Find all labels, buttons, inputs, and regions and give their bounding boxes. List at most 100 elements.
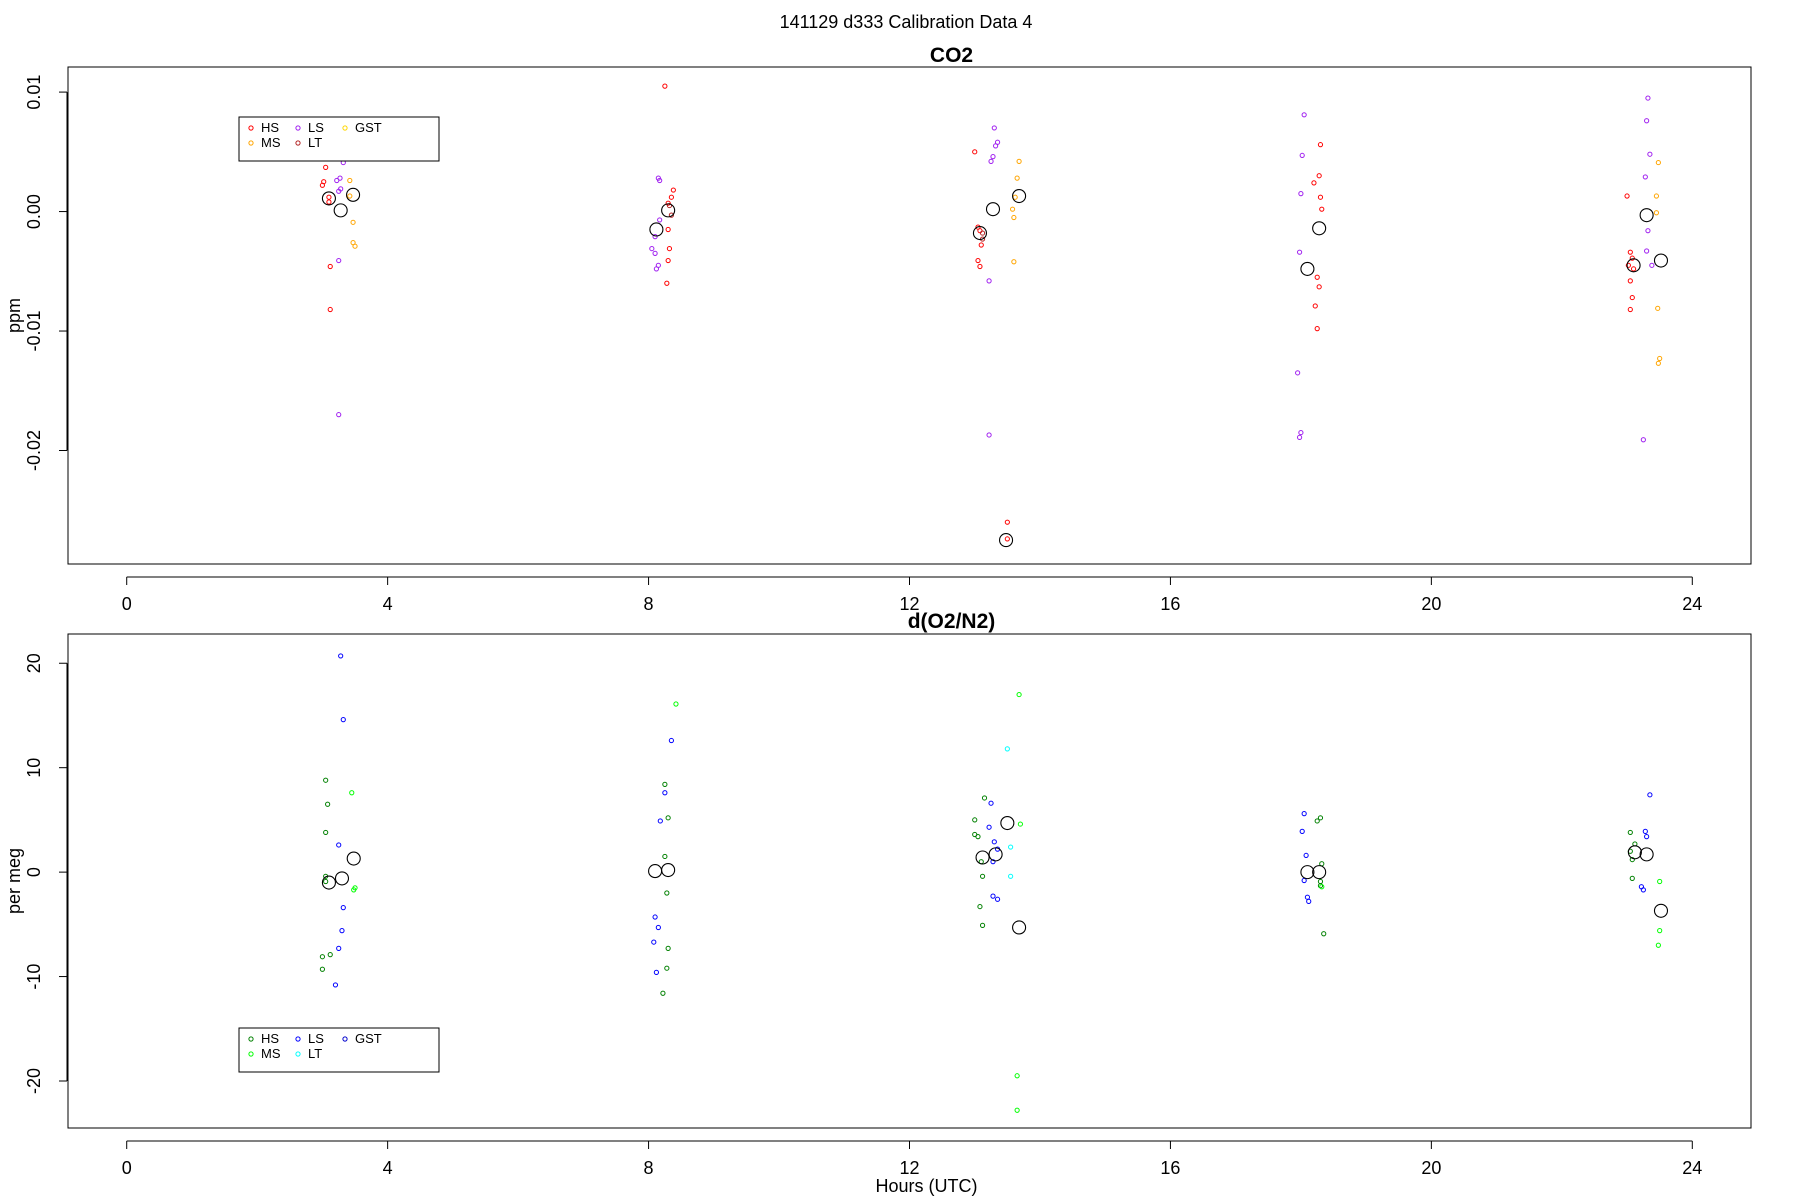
point-ls xyxy=(336,412,342,418)
mean-point xyxy=(1312,865,1327,880)
point-hs xyxy=(666,245,673,252)
point-ls xyxy=(336,188,342,194)
point-hs xyxy=(1004,519,1010,525)
mean-point xyxy=(972,226,988,241)
point-ls xyxy=(986,824,992,830)
point-ms xyxy=(1655,159,1661,166)
point-hs xyxy=(664,965,670,971)
point-ls xyxy=(1644,248,1650,254)
point-ls xyxy=(990,859,996,865)
point-hs xyxy=(977,228,983,234)
point-ls xyxy=(1640,887,1646,893)
point-ms xyxy=(1655,305,1661,311)
point-hs xyxy=(319,966,326,972)
point-ms xyxy=(351,887,357,893)
point-lt xyxy=(1008,844,1014,850)
x-tick-label: 16 xyxy=(1160,594,1180,614)
point-ls xyxy=(993,143,999,149)
point-ms xyxy=(1653,210,1660,216)
point-ls xyxy=(336,945,342,951)
point-hs xyxy=(327,952,333,958)
point-hs xyxy=(664,890,670,896)
x-tick-label: 12 xyxy=(899,1158,919,1178)
mean-point xyxy=(1653,903,1669,918)
legend-label-lt: LT xyxy=(308,135,322,150)
point-hs xyxy=(326,194,332,200)
point-hs xyxy=(1314,326,1320,332)
x-tick-label: 4 xyxy=(383,594,393,614)
y-tick-label: 0.00 xyxy=(24,194,44,229)
mean-point xyxy=(1300,865,1315,880)
x-tick-label: 0 xyxy=(122,1158,132,1178)
point-ls xyxy=(662,790,668,796)
y-tick-label: -20 xyxy=(24,1068,44,1094)
point-hs xyxy=(975,257,981,264)
point-hs xyxy=(1627,829,1633,836)
point-hs xyxy=(1316,284,1322,290)
point-lt xyxy=(1008,873,1014,879)
point-hs xyxy=(1627,249,1633,255)
mean-point xyxy=(661,203,676,218)
mean-point xyxy=(334,871,350,886)
figure-title: 141129 d333 Calibration Data 4 xyxy=(780,12,1033,32)
mean-point xyxy=(648,864,663,879)
point-hs xyxy=(327,263,333,270)
point-ms xyxy=(1011,214,1017,221)
legend-marker xyxy=(342,125,348,131)
plot-frame xyxy=(67,66,1752,565)
point-hs xyxy=(1317,883,1324,889)
y-tick-label: 0.01 xyxy=(24,75,44,110)
mean-point xyxy=(1312,221,1327,236)
point-ls xyxy=(336,257,342,264)
point-ls xyxy=(1298,429,1304,436)
y-axis: -20 -10 0 10 20 xyxy=(24,653,68,1094)
point-ls xyxy=(652,914,658,920)
point-ls xyxy=(988,800,994,806)
point-ms xyxy=(1657,355,1663,362)
point-hs xyxy=(978,242,984,248)
point-lt xyxy=(979,230,986,236)
x-tick-label: 12 xyxy=(899,594,919,614)
point-ls xyxy=(332,982,339,988)
legend-marker xyxy=(248,125,254,131)
x-tick-label: 16 xyxy=(1160,1158,1180,1178)
point-ms xyxy=(1657,878,1663,885)
point-hs xyxy=(1627,278,1633,284)
panel-title: d(O2/N2) xyxy=(908,610,996,633)
point-ls xyxy=(1301,112,1307,118)
y-tick-label: -0.02 xyxy=(24,430,44,471)
point-ls xyxy=(668,737,675,744)
point-ls xyxy=(986,278,992,284)
point-ls xyxy=(338,653,344,659)
point-hs xyxy=(1312,303,1318,309)
point-hs xyxy=(1004,536,1010,542)
point-ls xyxy=(1295,370,1301,376)
point-ls xyxy=(1296,434,1303,440)
point-ls xyxy=(990,893,996,899)
point-hs xyxy=(1630,266,1637,272)
legend-label-ms: MS xyxy=(261,135,281,150)
point-ms xyxy=(347,193,353,199)
point-hs xyxy=(665,257,671,264)
mean-point xyxy=(661,862,676,878)
point-hs xyxy=(326,199,332,205)
y-tick-label: 10 xyxy=(24,758,44,778)
point-ms xyxy=(673,701,679,707)
point-ls xyxy=(657,818,663,824)
point-ls xyxy=(652,234,658,240)
point-hs xyxy=(977,263,983,270)
x-tick-label: 8 xyxy=(644,594,654,614)
point-ls xyxy=(651,939,657,945)
legend-box xyxy=(238,116,440,162)
point-ms xyxy=(1016,691,1022,698)
point-ms xyxy=(1014,175,1020,181)
point-ms xyxy=(1655,942,1661,948)
point-ls xyxy=(1647,151,1653,157)
point-ls xyxy=(1299,152,1305,159)
point-hs xyxy=(981,795,988,801)
mean-point xyxy=(998,533,1014,548)
point-ls xyxy=(1306,898,1312,904)
y-axis: -0.02 -0.01 0.00 0.01 xyxy=(24,75,68,471)
